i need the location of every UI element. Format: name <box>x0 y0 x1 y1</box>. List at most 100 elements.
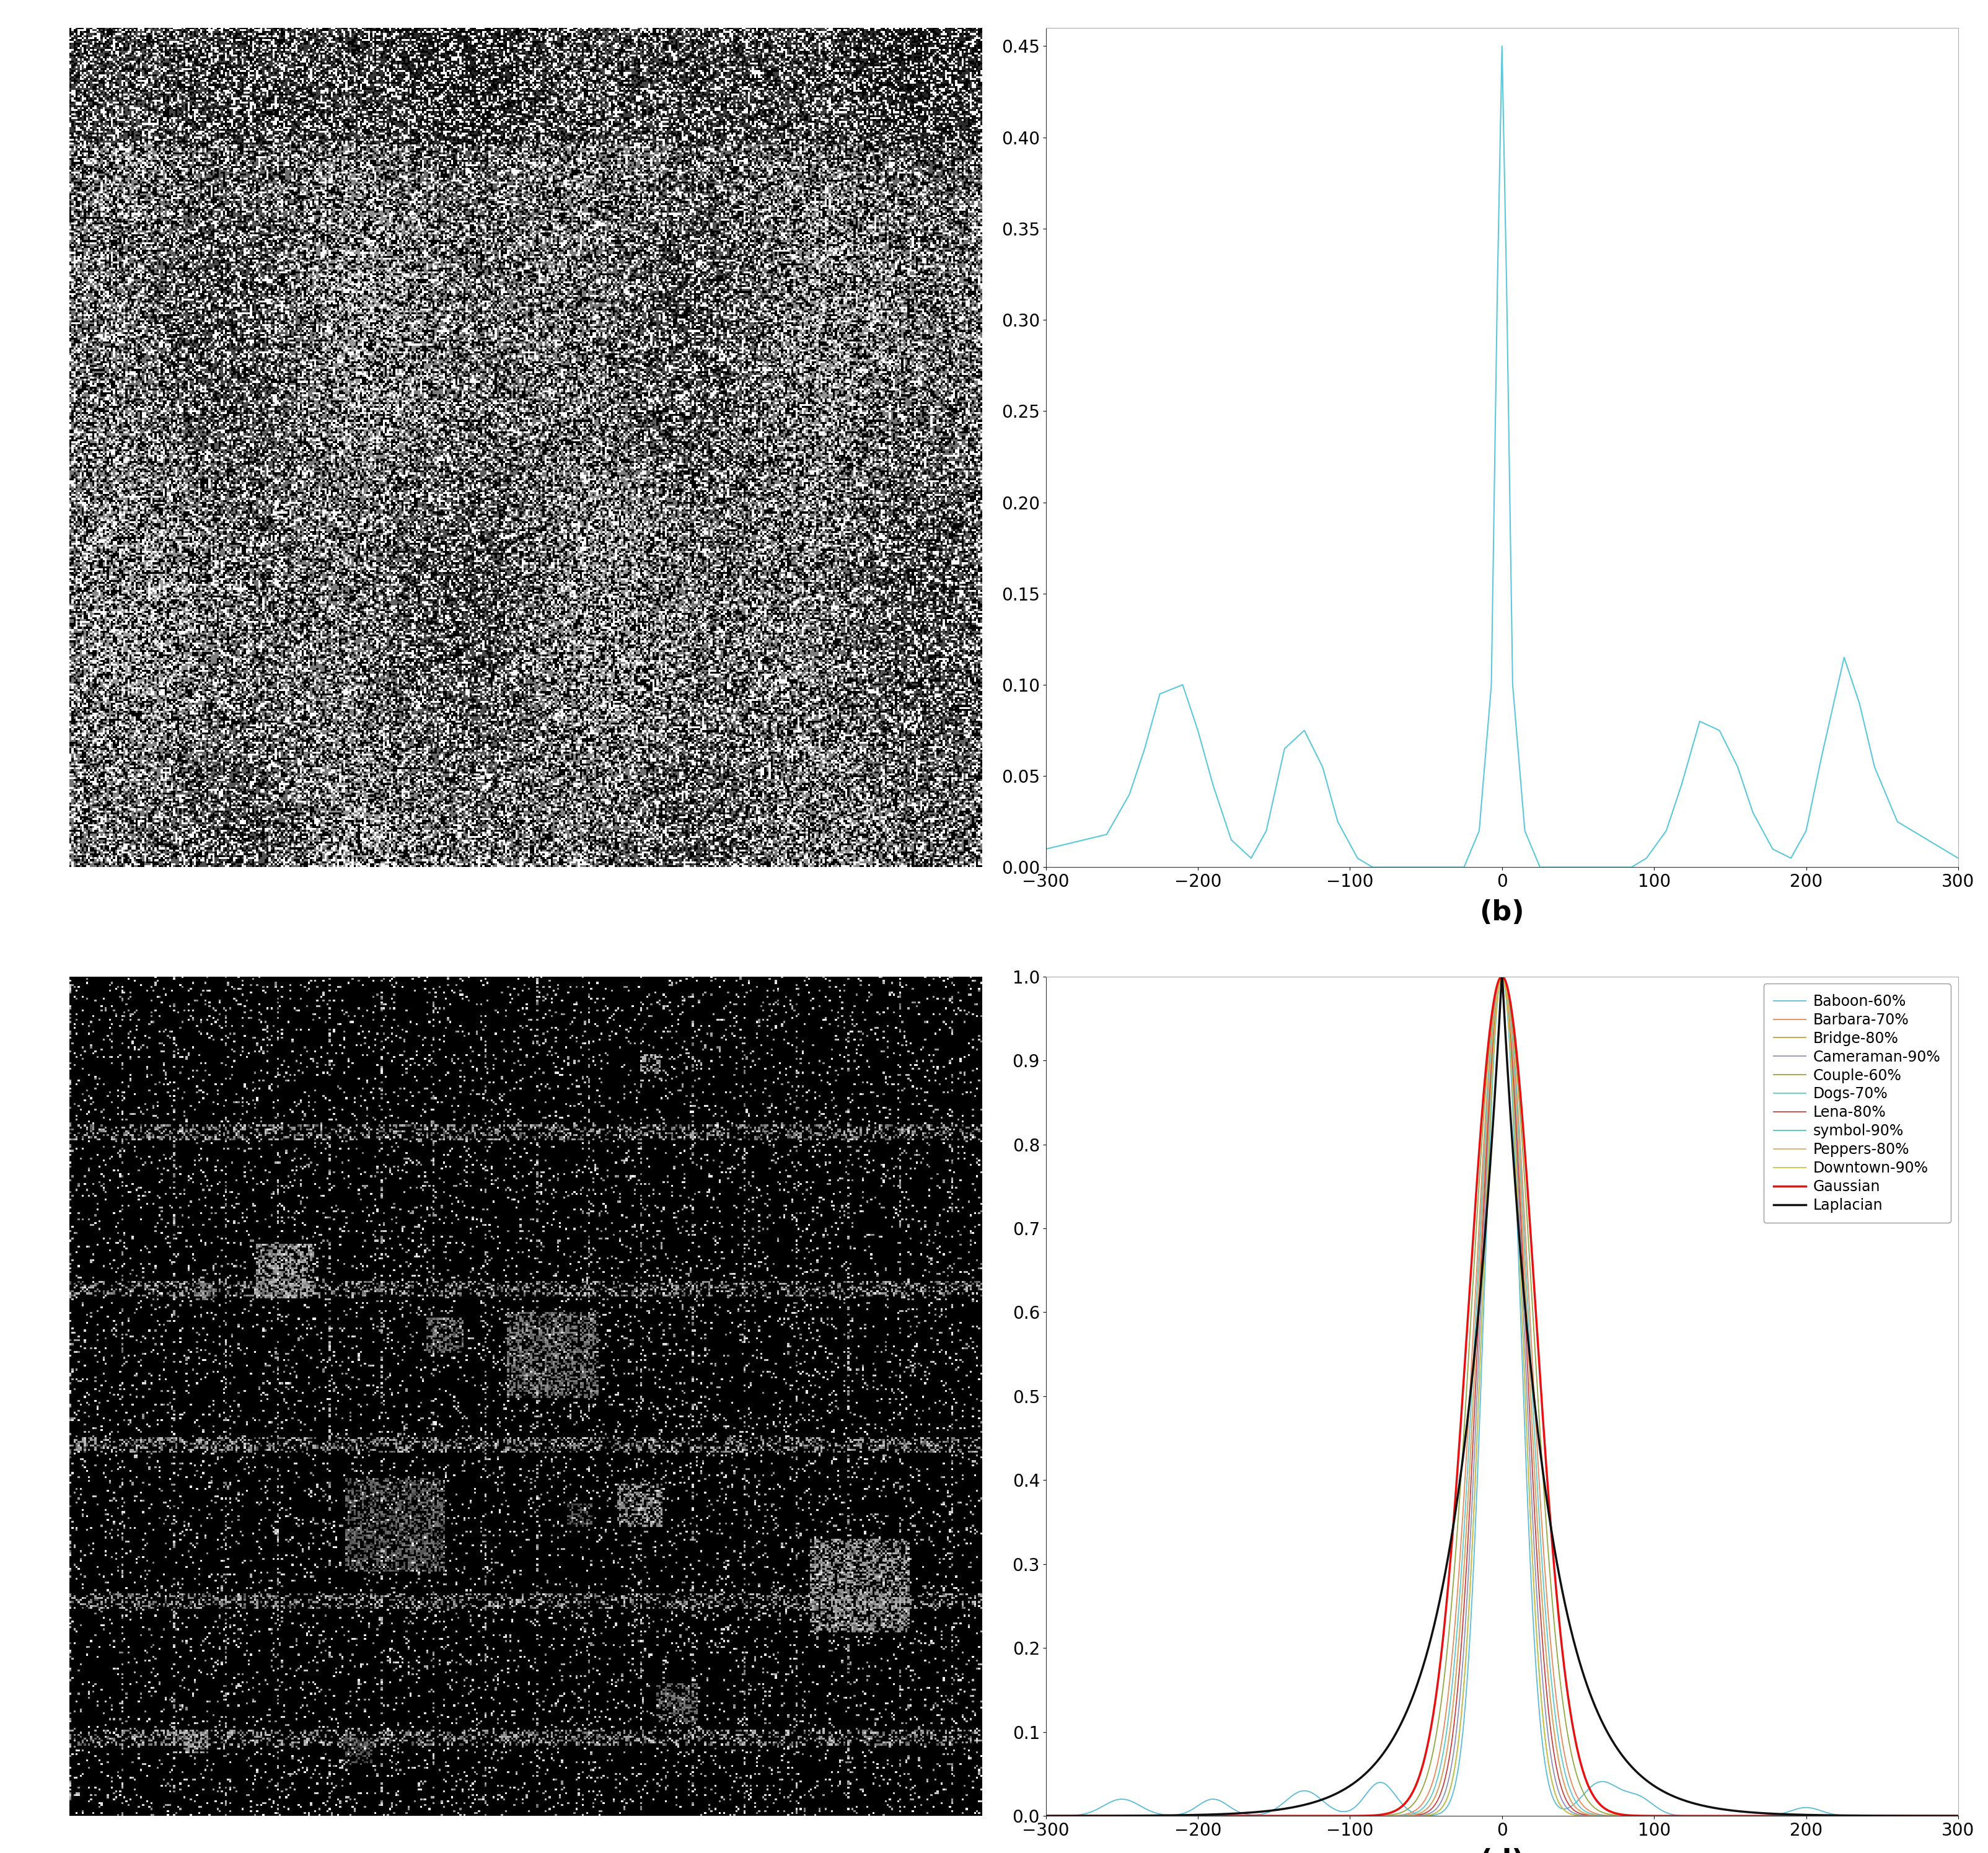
Dogs-70% <box>1946 1805 1970 1827</box>
Gaussian <box>1477 1023 1501 1045</box>
Lena-80% <box>1753 1805 1777 1827</box>
Peppers-80% <box>1079 1805 1103 1827</box>
Cameraman-90% <box>1489 965 1513 988</box>
Line: Cameraman-90%: Cameraman-90% <box>1046 977 1958 1816</box>
Downtown-90% <box>1753 1805 1777 1827</box>
Barbara-70% <box>1079 1805 1103 1827</box>
Gaussian <box>1453 1345 1477 1368</box>
Bridge-80% <box>1489 965 1513 988</box>
Bridge-80% <box>1753 1805 1777 1827</box>
Dogs-70% <box>1753 1805 1777 1827</box>
Baboon-60% <box>1034 1805 1058 1827</box>
Baboon-60% <box>1477 1141 1501 1164</box>
Bridge-80% <box>1477 1069 1501 1091</box>
Downtown-90% <box>1453 1655 1477 1677</box>
Couple-60% <box>1453 1401 1477 1423</box>
Downtown-90% <box>1489 965 1513 988</box>
Laplacian <box>1477 1164 1501 1186</box>
symbol-90% <box>1079 1805 1103 1827</box>
Line: Gaussian: Gaussian <box>1046 977 1958 1816</box>
symbol-90% <box>1477 1119 1501 1141</box>
Couple-60% <box>1489 965 1513 988</box>
symbol-90% <box>1920 1805 1944 1827</box>
Peppers-80% <box>1489 965 1513 988</box>
Lena-80% <box>1477 1084 1501 1106</box>
Cameraman-90% <box>1946 1805 1970 1827</box>
symbol-90% <box>1920 1805 1944 1827</box>
Downtown-90% <box>1477 1119 1501 1141</box>
Baboon-60% <box>1491 965 1515 988</box>
symbol-90% <box>1946 1805 1970 1827</box>
Gaussian <box>1489 965 1513 988</box>
Downtown-90% <box>1079 1805 1103 1827</box>
Laplacian <box>1489 965 1513 988</box>
Lena-80% <box>1489 965 1513 988</box>
Laplacian <box>1079 1805 1103 1827</box>
Gaussian <box>1753 1805 1777 1827</box>
Couple-60% <box>1946 1805 1970 1827</box>
symbol-90% <box>1489 965 1513 988</box>
Lena-80% <box>1920 1805 1944 1827</box>
Baboon-60% <box>1920 1805 1944 1827</box>
Laplacian <box>1920 1805 1944 1827</box>
Line: Peppers-80%: Peppers-80% <box>1046 977 1958 1816</box>
Barbara-70% <box>1477 1049 1501 1071</box>
Bridge-80% <box>1034 1805 1058 1827</box>
Downtown-90% <box>1946 1805 1970 1827</box>
Peppers-80% <box>1920 1805 1944 1827</box>
Dogs-70% <box>1489 965 1513 988</box>
Legend: Baboon-60%, Barbara-70%, Bridge-80%, Cameraman-90%, Couple-60%, Dogs-70%, Lena-8: Baboon-60%, Barbara-70%, Bridge-80%, Cam… <box>1763 984 1950 1223</box>
Peppers-80% <box>1034 1805 1058 1827</box>
Bridge-80% <box>1453 1536 1477 1558</box>
Cameraman-90% <box>1920 1805 1944 1827</box>
Downtown-90% <box>1920 1805 1944 1827</box>
Gaussian <box>1920 1805 1944 1827</box>
Barbara-70% <box>1920 1805 1944 1827</box>
Barbara-70% <box>1946 1805 1970 1827</box>
Dogs-70% <box>1477 1058 1501 1080</box>
Barbara-70% <box>1489 965 1513 988</box>
Lena-80% <box>1034 1805 1058 1827</box>
Peppers-80% <box>1920 1805 1944 1827</box>
Barbara-70% <box>1753 1805 1777 1827</box>
Downtown-90% <box>1034 1805 1058 1827</box>
Peppers-80% <box>1753 1805 1777 1827</box>
Dogs-70% <box>1034 1805 1058 1827</box>
Cameraman-90% <box>1034 1805 1058 1827</box>
Line: Barbara-70%: Barbara-70% <box>1046 977 1958 1816</box>
Couple-60% <box>1920 1805 1944 1827</box>
Laplacian <box>1753 1803 1777 1825</box>
Gaussian <box>1034 1805 1058 1827</box>
Gaussian <box>1079 1805 1103 1827</box>
Dogs-70% <box>1079 1805 1103 1827</box>
Baboon-60% <box>1920 1805 1944 1827</box>
Lena-80% <box>1946 1805 1970 1827</box>
Couple-60% <box>1920 1805 1944 1827</box>
Line: Couple-60%: Couple-60% <box>1046 977 1958 1816</box>
Barbara-70% <box>1920 1805 1944 1827</box>
Laplacian <box>1034 1805 1058 1827</box>
Baboon-60% <box>1946 1805 1970 1827</box>
Couple-60% <box>1477 1034 1501 1056</box>
Cameraman-90% <box>1753 1805 1777 1827</box>
Cameraman-90% <box>1453 1616 1477 1638</box>
Lena-80% <box>1920 1805 1944 1827</box>
Line: symbol-90%: symbol-90% <box>1046 977 1958 1816</box>
Cameraman-90% <box>1477 1099 1501 1121</box>
Couple-60% <box>1753 1805 1777 1827</box>
Bridge-80% <box>1920 1805 1944 1827</box>
Cameraman-90% <box>1079 1805 1103 1827</box>
symbol-90% <box>1753 1805 1777 1827</box>
Laplacian <box>1920 1805 1944 1827</box>
Line: Baboon-60%: Baboon-60% <box>1046 977 1958 1816</box>
Baboon-60% <box>1453 1694 1477 1716</box>
Peppers-80% <box>1946 1805 1970 1827</box>
Gaussian <box>1946 1805 1970 1827</box>
Peppers-80% <box>1453 1536 1477 1558</box>
Line: Lena-80%: Lena-80% <box>1046 977 1958 1816</box>
Bridge-80% <box>1946 1805 1970 1827</box>
Bridge-80% <box>1079 1805 1103 1827</box>
Baboon-60% <box>1753 1805 1777 1827</box>
Dogs-70% <box>1453 1499 1477 1521</box>
Lena-80% <box>1079 1805 1103 1827</box>
